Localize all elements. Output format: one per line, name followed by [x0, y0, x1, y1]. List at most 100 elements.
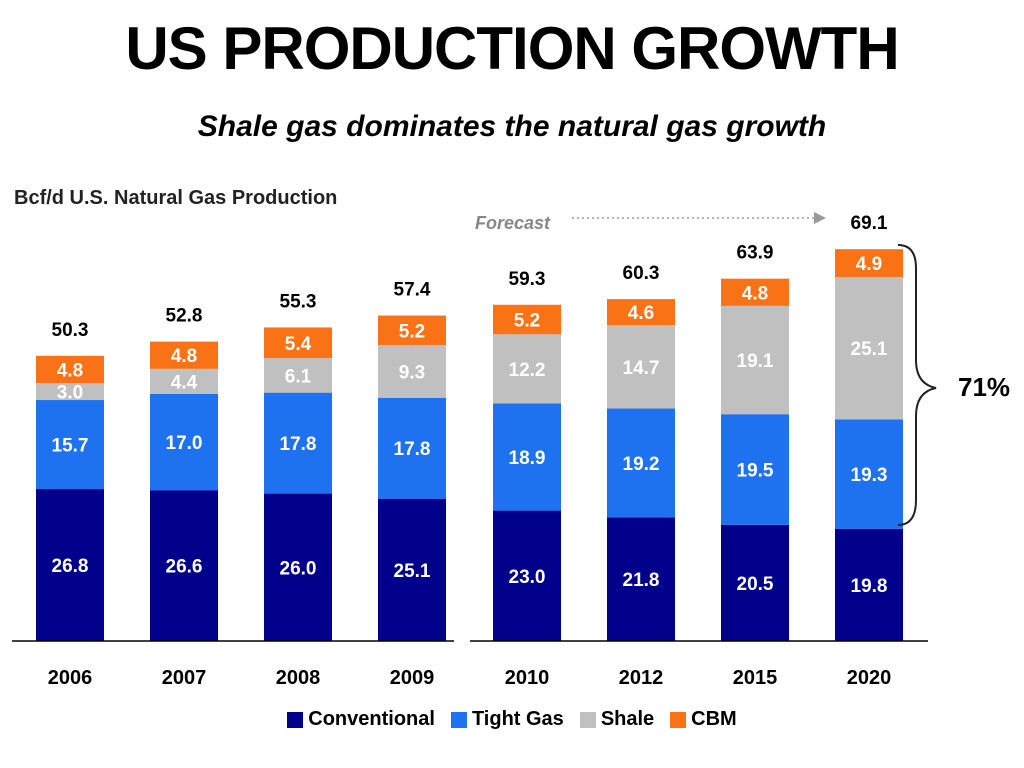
- value-label-shale-2009: 9.3: [399, 362, 425, 383]
- value-label-tight-gas-2006: 15.7: [52, 436, 89, 457]
- legend-label-shale: Shale: [600, 708, 655, 730]
- forecast-label: Forecast: [475, 213, 551, 233]
- bar-shale-2008: [264, 358, 332, 393]
- legend-item-conventional: Conventional: [287, 708, 435, 731]
- value-label-conventional-2009: 25.1: [394, 561, 431, 582]
- value-label-conventional-2012: 21.8: [623, 570, 660, 591]
- bar-tight-gas-2020: [835, 419, 903, 529]
- bar-cbm-2009: [378, 315, 446, 346]
- total-label-2015: 63.9: [737, 243, 774, 264]
- bar-shale-2015: [721, 305, 789, 415]
- bar-tight-gas-2012: [607, 408, 675, 518]
- bar-conventional-2020: [835, 528, 903, 641]
- x-tick-label-2007: 2007: [162, 667, 207, 689]
- stacked-bar-chart: Bcf/d U.S. Natural Gas Production 26.8 15…: [12, 187, 1010, 689]
- legend-swatch-shale: [579, 711, 596, 728]
- forecast-arrow-head: [814, 212, 826, 224]
- value-label-shale-2015: 19.1: [737, 351, 774, 372]
- bar-shale-2009: [378, 345, 446, 398]
- bar-shale-2020: [835, 276, 903, 420]
- x-tick-label-2012: 2012: [619, 667, 664, 689]
- bar-conventional-2006: [36, 489, 104, 641]
- legend-label-tight-gas: Tight Gas: [471, 708, 564, 730]
- value-label-cbm-2009: 5.2: [399, 321, 425, 342]
- value-label-shale-2010: 12.2: [509, 360, 546, 381]
- value-label-conventional-2010: 23.0: [509, 567, 546, 588]
- bar-tight-gas-2010: [493, 403, 561, 511]
- total-label-2008: 55.3: [280, 291, 317, 312]
- bar-cbm-2006: [36, 355, 104, 384]
- bars-group: 26.815.73.04.850.3200626.617.04.44.852.8…: [36, 213, 903, 689]
- bar-shale-2006: [36, 383, 104, 401]
- value-label-cbm-2010: 5.2: [514, 311, 540, 332]
- bar-shale-2007: [150, 368, 218, 394]
- total-label-2012: 60.3: [623, 263, 660, 284]
- legend-swatch-conventional: [287, 711, 304, 728]
- value-label-tight-gas-2010: 18.9: [509, 448, 546, 469]
- value-label-shale-2006: 3.0: [57, 383, 83, 404]
- value-label-tight-gas-2020: 19.3: [851, 465, 888, 486]
- bar-conventional-2009: [378, 498, 446, 641]
- page-title: US PRODUCTION GROWTH: [125, 15, 899, 82]
- bar-tight-gas-2006: [36, 400, 104, 490]
- x-tick-label-2015: 2015: [733, 667, 778, 689]
- bar-conventional-2015: [721, 524, 789, 641]
- x-tick-label-2010: 2010: [505, 667, 550, 689]
- total-label-2020: 69.1: [851, 213, 888, 234]
- legend-label-cbm: CBM: [691, 708, 737, 730]
- bar-conventional-2008: [264, 493, 332, 641]
- value-label-conventional-2006: 26.8: [52, 556, 89, 577]
- bar-cbm-2012: [607, 299, 675, 326]
- total-label-2007: 52.8: [166, 306, 203, 327]
- chart-title: Bcf/d U.S. Natural Gas Production: [14, 187, 337, 209]
- value-label-cbm-2015: 4.8: [742, 283, 768, 304]
- bar-cbm-2010: [493, 304, 561, 335]
- bar-cbm-2015: [721, 278, 789, 306]
- value-label-conventional-2015: 20.5: [737, 574, 774, 595]
- value-label-conventional-2008: 26.0: [280, 558, 317, 579]
- value-label-conventional-2007: 26.6: [166, 557, 203, 578]
- bar-tight-gas-2009: [378, 397, 446, 499]
- value-label-tight-gas-2015: 19.5: [737, 460, 774, 481]
- bar-shale-2010: [493, 334, 561, 404]
- bar-conventional-2007: [150, 490, 218, 641]
- value-label-cbm-2006: 4.8: [57, 360, 83, 381]
- value-label-conventional-2020: 19.8: [851, 576, 888, 597]
- value-label-tight-gas-2009: 17.8: [394, 439, 431, 460]
- bar-conventional-2012: [607, 517, 675, 641]
- value-label-shale-2012: 14.7: [623, 358, 660, 379]
- legend-label-conventional: Conventional: [308, 708, 435, 730]
- legend-swatch-tight-gas: [450, 711, 467, 728]
- total-label-2010: 59.3: [509, 269, 546, 290]
- bar-cbm-2007: [150, 341, 218, 369]
- bar-tight-gas-2015: [721, 414, 789, 525]
- value-label-cbm-2008: 5.4: [285, 334, 312, 355]
- chart-legend: Conventional Tight Gas Shale CBM: [0, 708, 1024, 731]
- total-label-2006: 50.3: [52, 320, 89, 341]
- value-label-shale-2020: 25.1: [851, 339, 888, 360]
- value-label-shale-2008: 6.1: [285, 366, 312, 387]
- x-tick-label-2008: 2008: [276, 667, 321, 689]
- value-label-shale-2007: 4.4: [171, 372, 198, 393]
- value-label-tight-gas-2008: 17.8: [280, 434, 317, 455]
- bar-tight-gas-2007: [150, 393, 218, 491]
- legend-item-cbm: CBM: [670, 708, 737, 731]
- x-tick-label-2009: 2009: [390, 667, 435, 689]
- value-label-cbm-2007: 4.8: [171, 346, 197, 367]
- bar-shale-2012: [607, 325, 675, 409]
- legend-item-tight-gas: Tight Gas: [450, 708, 564, 731]
- legend-item-shale: Shale: [579, 708, 655, 731]
- total-label-2009: 57.4: [394, 280, 431, 301]
- x-tick-label-2006: 2006: [48, 667, 93, 689]
- bar-cbm-2020: [835, 249, 903, 277]
- bar-conventional-2010: [493, 510, 561, 641]
- bar-cbm-2008: [264, 327, 332, 359]
- bar-tight-gas-2008: [264, 392, 332, 494]
- value-label-tight-gas-2007: 17.0: [166, 433, 203, 454]
- x-tick-label-2020: 2020: [847, 667, 892, 689]
- value-label-cbm-2012: 4.6: [628, 303, 654, 324]
- bracket-brace: [897, 244, 937, 526]
- legend-swatch-cbm: [670, 711, 687, 728]
- bracket-label: 71%: [958, 372, 1010, 402]
- page-subtitle: Shale gas dominates the natural gas grow…: [197, 110, 827, 143]
